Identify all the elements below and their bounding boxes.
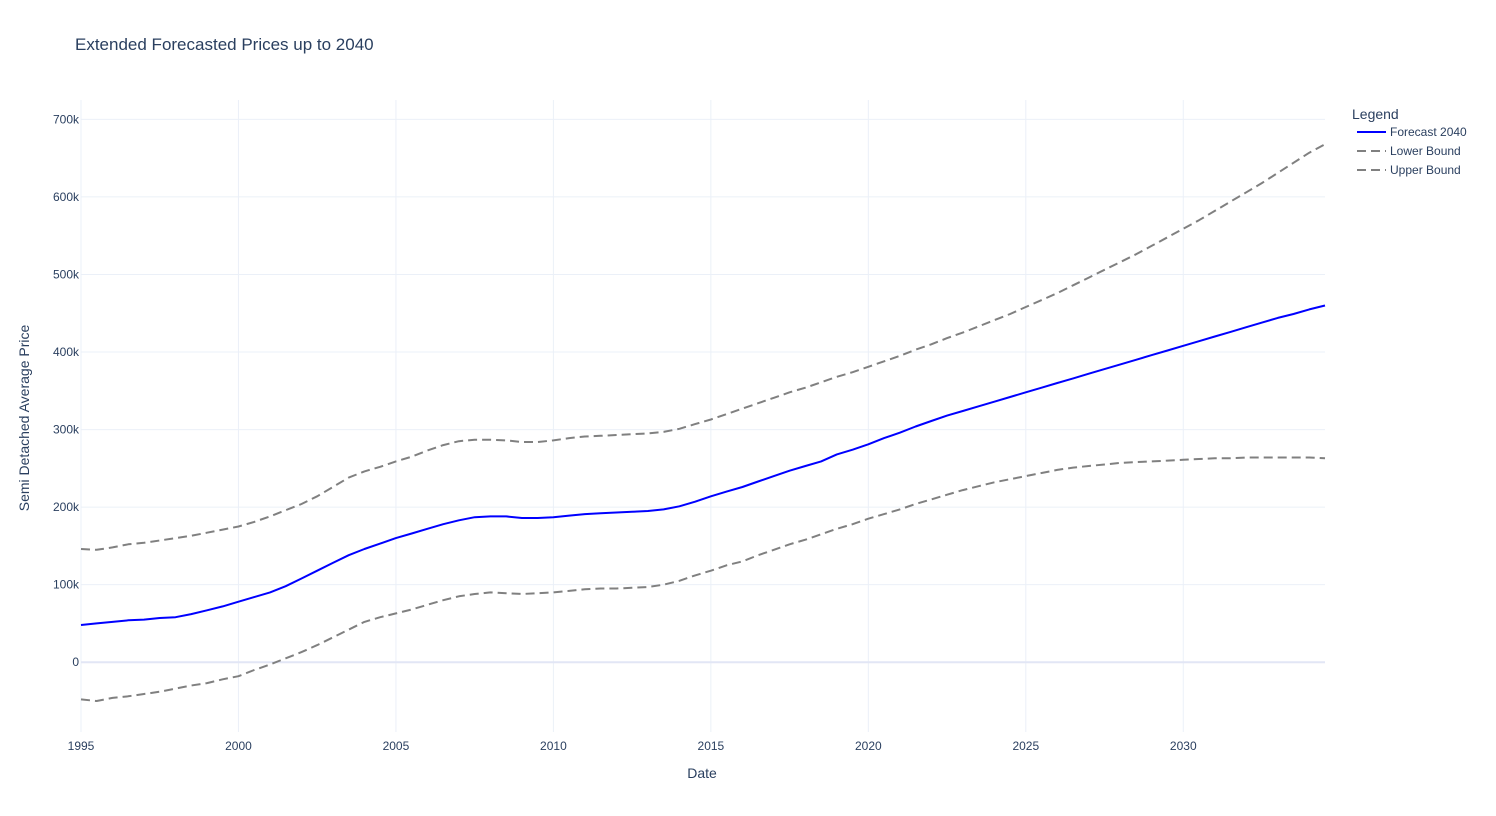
- legend-label-forecast-2040: Forecast 2040: [1390, 125, 1467, 139]
- y-tick-label: 400k: [53, 345, 80, 359]
- x-tick-labels: 1995 2000 2005 2010 2015 2020 2025 2030: [68, 739, 1197, 753]
- series-line-forecast-2040: [80, 304, 1326, 626]
- series-line-upper-bound: [80, 143, 1326, 551]
- x-tick-label: 2020: [855, 739, 882, 753]
- legend-title: Legend: [1352, 106, 1399, 122]
- y-tick-label: 700k: [53, 112, 80, 126]
- series-line-lower-bound: [80, 456, 1326, 702]
- legend: Legend Forecast 2040 Lower Bound Upper Bou…: [1352, 106, 1467, 177]
- x-tick-label: 2000: [225, 739, 252, 753]
- y-tick-label: 500k: [53, 267, 80, 281]
- chart-title: Extended Forecasted Prices up to 2040: [75, 35, 374, 54]
- y-tick-label: 600k: [53, 190, 80, 204]
- legend-label-upper-bound: Upper Bound: [1390, 163, 1461, 177]
- legend-label-lower-bound: Lower Bound: [1390, 144, 1461, 158]
- x-tick-label: 2010: [540, 739, 567, 753]
- y-tick-label: 200k: [53, 500, 80, 514]
- series-layer: [80, 143, 1326, 702]
- y-tick-label: 300k: [53, 423, 80, 437]
- x-tick-label: 2030: [1170, 739, 1197, 753]
- x-tick-label: 2005: [383, 739, 410, 753]
- x-tick-label: 2025: [1012, 739, 1039, 753]
- legend-items: Forecast 2040 Lower Bound Upper Bound: [1357, 125, 1467, 177]
- x-tick-label: 2015: [698, 739, 725, 753]
- x-tick-label: 1995: [68, 739, 95, 753]
- y-tick-labels: 0 100k 200k 300k 400k 500k 600k 700k: [53, 112, 80, 669]
- y-tick-label: 0: [72, 655, 79, 669]
- y-axis-title: Semi Detached Average Price: [16, 325, 32, 512]
- y-tick-label: 100k: [53, 578, 80, 592]
- x-axis-title: Date: [687, 765, 717, 781]
- grid-layer: [80, 100, 1325, 732]
